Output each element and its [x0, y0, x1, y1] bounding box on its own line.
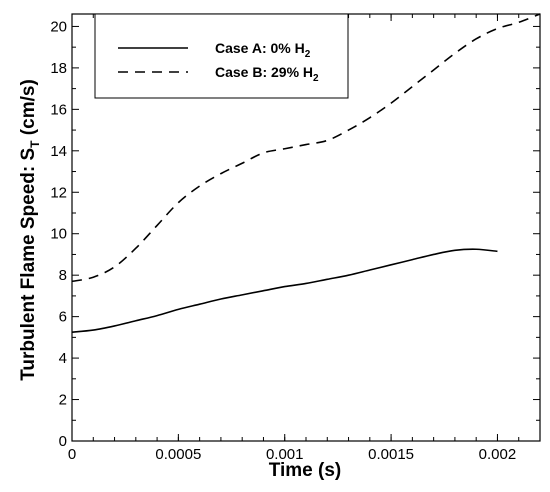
x-axis-ticks: 0 0.0005 0.001 0.0015 0.002 [68, 14, 520, 463]
y-tick-label: 14 [50, 143, 67, 160]
series-line-case-b [71, 13, 541, 283]
legend-label-case-b-sub: 2 [313, 73, 319, 84]
y-axis-title-subscript: T [28, 140, 42, 148]
legend-label-case-b: Case B: 29% H2 [215, 64, 319, 84]
legend: Case A: 0% H2 Case B: 29% H2 [94, 13, 349, 99]
legend-box [94, 13, 349, 99]
y-axis-ticks: 0 2 4 6 8 10 12 14 16 18 20 [50, 18, 540, 450]
legend-label-case-b-main: Case B: 29% H [215, 64, 313, 80]
x-tick-label: 0 [68, 446, 76, 463]
x-tick-label: 0.001 [266, 446, 304, 463]
legend-label-case-a-main: Case A: 0% H [215, 40, 305, 56]
y-tick-label: 8 [59, 267, 67, 284]
x-tick-label: 0.002 [479, 446, 517, 463]
y-tick-label: 6 [59, 309, 67, 326]
x-tick-label: 0.0015 [368, 446, 414, 463]
y-axis-title-main: Turbulent Flame Speed: S [18, 148, 39, 381]
series-line-case-a [71, 248, 498, 333]
y-axis-title: Turbulent Flame Speed: ST (cm/s) [18, 79, 42, 381]
x-axis-title: Time (s) [269, 460, 342, 481]
y-tick-label: 4 [59, 350, 67, 367]
y-tick-label: 18 [50, 60, 67, 77]
legend-label-case-a: Case A: 0% H2 [215, 40, 311, 60]
y-tick-label: 0 [59, 433, 67, 450]
series-lines [71, 13, 541, 333]
y-tick-label: 12 [50, 184, 67, 201]
legend-label-case-a-sub: 2 [305, 49, 311, 60]
x-tick-label: 0.0005 [155, 446, 201, 463]
y-axis-title-unit: (cm/s) [18, 79, 39, 140]
y-tick-label: 16 [50, 101, 67, 118]
y-tick-label: 10 [50, 226, 67, 243]
y-tick-label: 2 [59, 392, 67, 409]
y-tick-label: 20 [50, 18, 67, 35]
